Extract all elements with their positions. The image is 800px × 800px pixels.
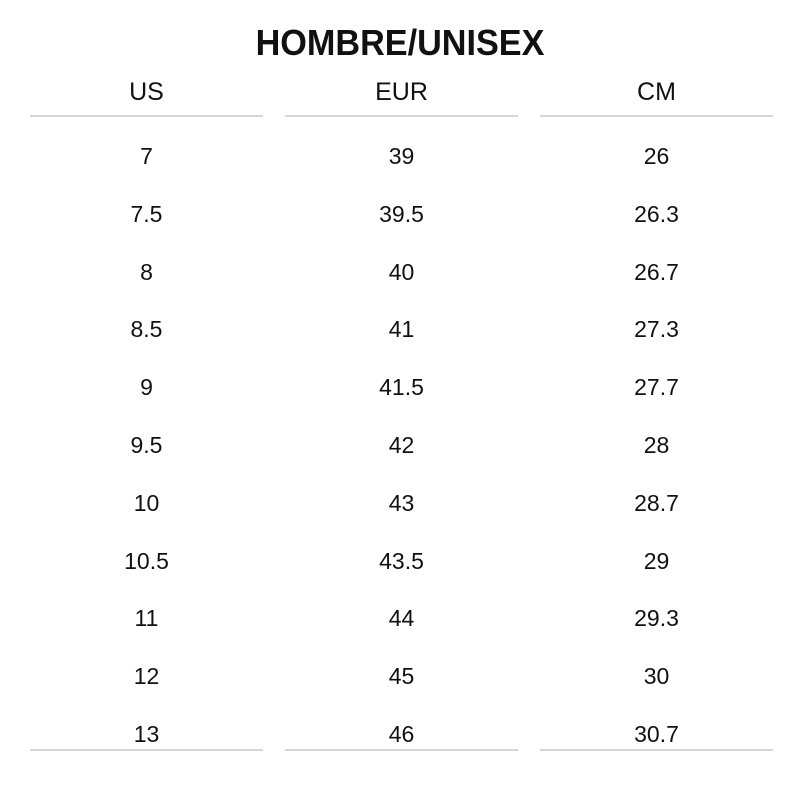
table-cell: 13: [133, 721, 160, 747]
table-cell: 30: [643, 663, 670, 690]
divider: [540, 115, 773, 117]
table-cell: 8.5: [130, 316, 163, 343]
table-cell: 7: [140, 143, 153, 169]
table-cell: 27.7: [634, 374, 679, 401]
divider: [285, 749, 518, 751]
column-header: US: [129, 78, 164, 106]
table-cell: 29.3: [634, 605, 679, 632]
table-cell: 43: [388, 489, 415, 516]
table-cell: 10.5: [124, 547, 169, 574]
table-cell: 46: [388, 721, 415, 747]
table-cell: 45: [388, 663, 415, 690]
table-cell: 26.7: [634, 258, 679, 285]
table-cell: 28.7: [634, 489, 679, 516]
table-cell: 8: [140, 258, 153, 285]
table-cell: 9: [140, 374, 153, 401]
table-cell: 42: [388, 432, 415, 458]
column-header: EUR: [375, 78, 428, 106]
table-cell: 40: [388, 258, 415, 285]
table-cell: 39: [388, 143, 415, 169]
table-cell: 44: [388, 605, 415, 632]
table-cell: 9.5: [130, 432, 163, 458]
divider: [540, 749, 773, 751]
table-cell: 43.5: [379, 547, 424, 574]
table-cell: 41: [388, 316, 415, 343]
table-cell: 29: [643, 547, 670, 574]
table-cell: 28: [643, 432, 670, 458]
table-cell: 7.5: [130, 200, 163, 227]
divider: [30, 115, 263, 117]
table-cell: 39.5: [379, 200, 424, 227]
table-cell: 30.7: [634, 721, 679, 747]
table-cell: 26: [643, 143, 670, 169]
table-cell: 26.3: [634, 200, 679, 227]
table-cell: 10: [133, 489, 160, 516]
page-title: HOMBRE/UNISEX: [255, 22, 545, 63]
table-cell: 11: [134, 605, 159, 632]
column-header: CM: [637, 78, 676, 106]
table-cell: 41.5: [379, 374, 424, 401]
table-cell: 27.3: [634, 316, 679, 343]
divider: [285, 115, 518, 117]
table-cell: 12: [133, 663, 160, 690]
divider: [30, 749, 263, 751]
